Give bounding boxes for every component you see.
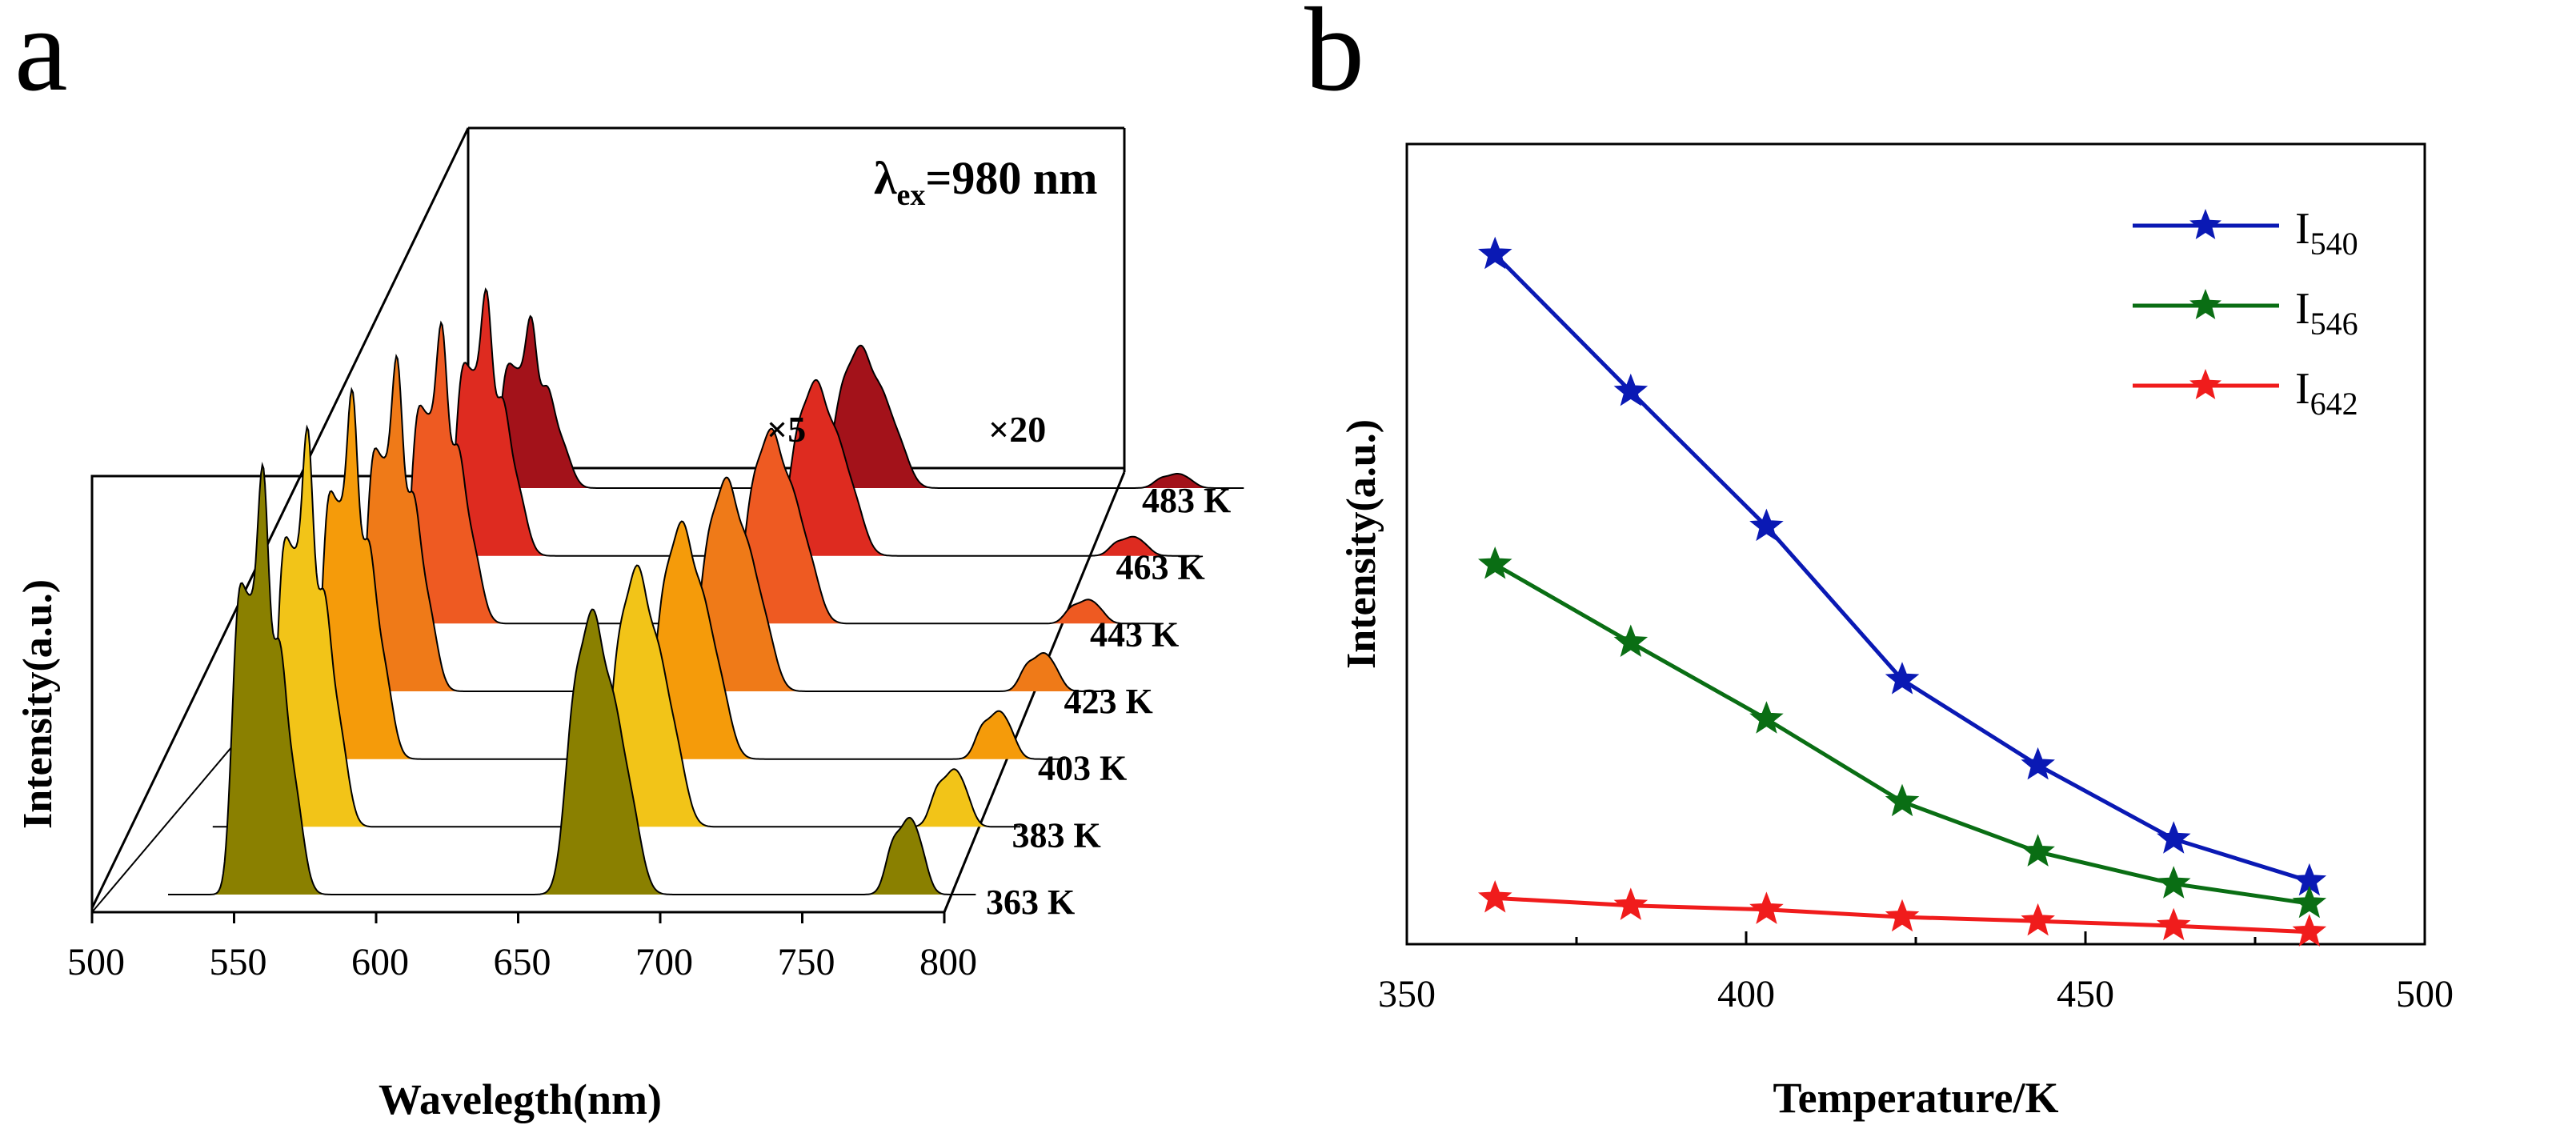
data-point-i642 <box>1749 891 1784 924</box>
data-point-i546 <box>1613 624 1649 658</box>
legend-marker-i642 <box>2189 369 2221 399</box>
data-point-i642 <box>2292 914 2327 947</box>
spectrum-fill-363k <box>168 465 976 895</box>
data-point-i540 <box>1885 662 1920 695</box>
line-chart-x-tick-label: 350 <box>1378 973 1436 1015</box>
spectrum-line-483k <box>436 314 1244 489</box>
data-point-i540 <box>1749 508 1784 542</box>
data-point-i642 <box>1885 899 1920 932</box>
data-point-i540 <box>1613 373 1649 406</box>
line-chart-x-ticks: 350 400 450 500 <box>1378 931 2454 1015</box>
panel-b-letter: b <box>1304 0 1364 116</box>
spectrum-line-463k <box>391 287 1200 557</box>
line-chart-y-axis-title: Intensity(a.u.) <box>1339 419 1384 669</box>
waterfall-x-tick-label: 550 <box>210 941 267 983</box>
waterfall-x-ticks: 500 550 600 650 700 750 800 <box>67 912 977 983</box>
excitation-symbol: λ <box>874 152 897 204</box>
waterfall-x-tick-label: 800 <box>919 941 977 983</box>
data-point-i642 <box>1613 887 1649 920</box>
waterfall-x-tick-label: 700 <box>635 941 693 983</box>
temperature-label-403k: 403 K <box>1038 749 1127 788</box>
scale-label-x20: ×20 <box>988 409 1046 450</box>
waterfall-x-axis-title: Wavelegth(nm) <box>379 1075 662 1123</box>
line-chart-series <box>1477 236 2327 947</box>
line-chart-x-tick-label: 450 <box>2057 973 2114 1015</box>
data-point-i546 <box>2292 885 2327 919</box>
temperature-label-363k: 363 K <box>986 883 1075 922</box>
waterfall-x-tick-label: 650 <box>494 941 551 983</box>
waterfall-x-tick-label: 600 <box>351 941 409 983</box>
temperature-label-443k: 443 K <box>1090 615 1179 654</box>
line-chart-x-axis-title: Temperature/K <box>1773 1074 2059 1122</box>
data-point-i642 <box>1477 880 1512 913</box>
spectrum-line-403k <box>257 386 1065 760</box>
waterfall-x-tick-label: 500 <box>67 941 125 983</box>
data-point-i540 <box>2156 821 2191 854</box>
waterfall-y-axis-title: Intensity(a.u.) <box>15 579 61 829</box>
excitation-value: =980 nm <box>925 152 1097 204</box>
line-chart-plot-frame <box>1405 142 2426 946</box>
temperature-label-463k: 463 K <box>1116 548 1205 587</box>
excitation-subscript: ex <box>897 178 926 212</box>
data-point-i546 <box>2021 834 2055 867</box>
panel-a-letter: a <box>14 0 68 116</box>
scale-label-x5: ×5 <box>767 409 806 450</box>
temperature-label-383k: 383 K <box>1012 815 1101 855</box>
spectrum-fill-483k <box>436 316 1244 488</box>
legend-label-i540: I540 <box>2295 204 2358 262</box>
data-point-i540 <box>2021 747 2055 780</box>
spectrum-line-363k <box>168 462 976 895</box>
temperature-label-483k: 483 K <box>1142 481 1231 520</box>
legend-marker-i546 <box>2189 289 2221 319</box>
data-point-i540 <box>1477 236 1512 270</box>
data-point-i546 <box>2156 866 2191 899</box>
legend-label-i642: I642 <box>2295 364 2358 422</box>
data-point-i642 <box>2156 907 2191 941</box>
data-point-i546 <box>1477 546 1512 579</box>
waterfall-depth-right-edge <box>943 471 1126 913</box>
waterfall-spectra <box>168 287 1244 895</box>
spectrum-line-443k <box>347 320 1155 625</box>
legend-marker-i540 <box>2189 209 2221 239</box>
line-chart-x-tick-label: 500 <box>2396 973 2454 1015</box>
data-point-i546 <box>1885 783 1920 817</box>
waterfall-x-tick-label: 750 <box>778 941 835 983</box>
spectrum-line-423k <box>302 353 1110 692</box>
waterfall-temperature-labels: 483 K 463 K 443 K 423 K 403 K 383 K 363 K <box>986 481 1231 922</box>
line-chart-x-tick-label: 400 <box>1717 973 1775 1015</box>
legend-label-i546: I546 <box>2295 284 2358 342</box>
spectrum-line-383k <box>212 424 1021 828</box>
temperature-label-423k: 423 K <box>1064 682 1153 721</box>
series-line-i546 <box>1493 562 2310 906</box>
line-chart-legend: I540 I546 I642 <box>2133 204 2358 422</box>
data-point-i546 <box>1749 701 1784 734</box>
data-point-i642 <box>2021 903 2055 936</box>
excitation-annotation: λex=980 nm <box>874 152 1098 212</box>
